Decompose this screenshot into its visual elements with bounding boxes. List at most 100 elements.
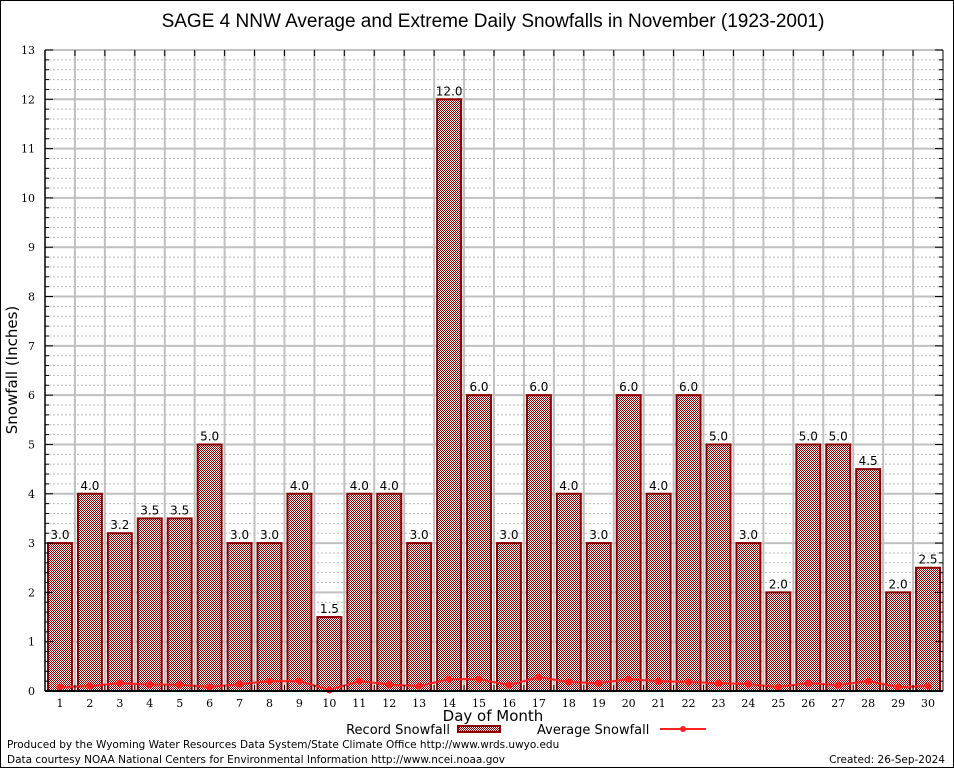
average-snowfall-point [176, 681, 184, 689]
average-snowfall-point [804, 679, 812, 687]
average-snowfall-point [505, 681, 513, 689]
x-tick-label: 25 [771, 697, 785, 710]
bar-value-label: 3.0 [410, 528, 429, 542]
x-tick-label: 17 [532, 697, 546, 710]
average-snowfall-point [834, 681, 842, 689]
bar-value-label: 3.0 [230, 528, 249, 542]
average-snowfall-point [595, 679, 603, 687]
record-bar [196, 443, 223, 693]
bar-value-label: 5.0 [799, 429, 818, 443]
x-tick-label: 14 [442, 697, 456, 710]
average-snowfall-point [266, 677, 273, 685]
y-tick-label: 4 [28, 488, 35, 501]
x-tick-label: 9 [296, 697, 303, 710]
bar-value-label: 3.0 [739, 528, 758, 542]
bar-value-label: 4.0 [350, 479, 369, 493]
record-bar [376, 492, 403, 692]
y-tick-label: 2 [28, 586, 35, 599]
bar-value-label: 3.0 [589, 528, 608, 542]
y-tick-label: 0 [28, 685, 35, 698]
record-bar [496, 542, 522, 692]
x-tick-label: 7 [236, 697, 243, 710]
x-tick-label: 21 [652, 697, 666, 710]
x-tick-label: 4 [146, 697, 153, 710]
bar-value-label: 4.5 [859, 454, 878, 468]
footer-produced-by: Produced by the Wyoming Water Resources … [7, 739, 559, 751]
record-bar [136, 517, 163, 693]
record-bar [705, 443, 732, 693]
x-tick-label: 28 [861, 697, 875, 710]
average-snowfall-point [56, 683, 64, 691]
bar-value-label: 3.5 [170, 503, 189, 517]
bar-value-label: 6.0 [619, 380, 638, 394]
x-tick-label: 8 [266, 697, 273, 710]
average-snowfall-line [59, 676, 929, 692]
x-tick-label: 10 [322, 697, 336, 710]
x-tick-label: 6 [206, 697, 213, 710]
axes [44, 49, 944, 692]
bar-value-label: 4.0 [559, 479, 578, 493]
bar-value-label: 4.0 [80, 479, 99, 493]
average-snowfall-point [625, 675, 633, 683]
bar-value-label: 6.0 [679, 380, 698, 394]
x-tick-label: 15 [472, 697, 486, 710]
average-snowfall-point [86, 682, 94, 690]
average-snowfall-point [744, 680, 752, 688]
record-bar [226, 542, 253, 692]
legend-record-label: Record Snowfall [346, 723, 450, 738]
bar-value-label: 6.0 [529, 380, 548, 394]
y-tick-label: 6 [28, 389, 35, 402]
footer-created: Created: 26-Sep-2024 [829, 754, 945, 766]
record-bar [525, 394, 552, 692]
average-snowfall-point [864, 677, 872, 685]
bar-value-label: 5.0 [829, 429, 848, 443]
record-bar [765, 591, 792, 693]
record-bar [585, 542, 612, 692]
y-tick-label: 9 [28, 241, 35, 254]
x-tick-label: 29 [891, 697, 905, 710]
record-bar [915, 566, 941, 693]
record-bar [436, 98, 463, 693]
record-bar [675, 394, 702, 692]
y-tick-label: 3 [28, 537, 35, 550]
x-tick-label: 16 [502, 697, 516, 710]
y-tick-label: 7 [28, 340, 35, 353]
bar-value-label: 3.5 [140, 503, 159, 517]
average-snowfall-point [774, 683, 782, 691]
record-bar [855, 468, 882, 692]
bar-value-label: 2.0 [889, 577, 908, 591]
average-line [56, 673, 932, 694]
record-bar [555, 492, 582, 692]
bars [47, 98, 941, 693]
legend-average-marker [680, 726, 686, 732]
x-tick-label: 12 [382, 697, 396, 710]
y-tick-label: 1 [28, 636, 35, 649]
average-snowfall-point [385, 681, 393, 689]
x-tick-label: 24 [741, 697, 755, 710]
y-tick-label: 5 [28, 438, 35, 451]
bar-value-label: 5.0 [200, 429, 219, 443]
record-bar [256, 542, 283, 692]
average-snowfall-point [355, 677, 363, 685]
y-tick-label: 8 [28, 291, 35, 304]
record-bar [735, 542, 762, 692]
record-bar [406, 542, 433, 692]
bar-value-label: 1.5 [320, 602, 339, 616]
bar-value-label: 4.0 [290, 479, 309, 493]
x-tick-label: 26 [801, 697, 815, 710]
x-tick-label: 5 [176, 697, 183, 710]
y-tick-label: 12 [21, 93, 35, 106]
record-bar [825, 443, 852, 693]
x-tick-label: 20 [622, 697, 636, 710]
bar-value-label: 12.0 [436, 84, 463, 98]
average-snowfall-point [655, 677, 663, 685]
average-snowfall-point [475, 675, 483, 683]
x-tick-label: 19 [592, 697, 606, 710]
bar-value-label: 5.0 [709, 429, 728, 443]
bar-value-label: 3.2 [110, 518, 129, 532]
average-snowfall-point [685, 678, 693, 686]
average-snowfall-point [295, 677, 303, 685]
x-tick-labels: 1 2 3 4 5 6 7 8 9 10 11 12 13 14 15 16 17 18 19 20 21 22 23 24 2… [56, 697, 935, 710]
